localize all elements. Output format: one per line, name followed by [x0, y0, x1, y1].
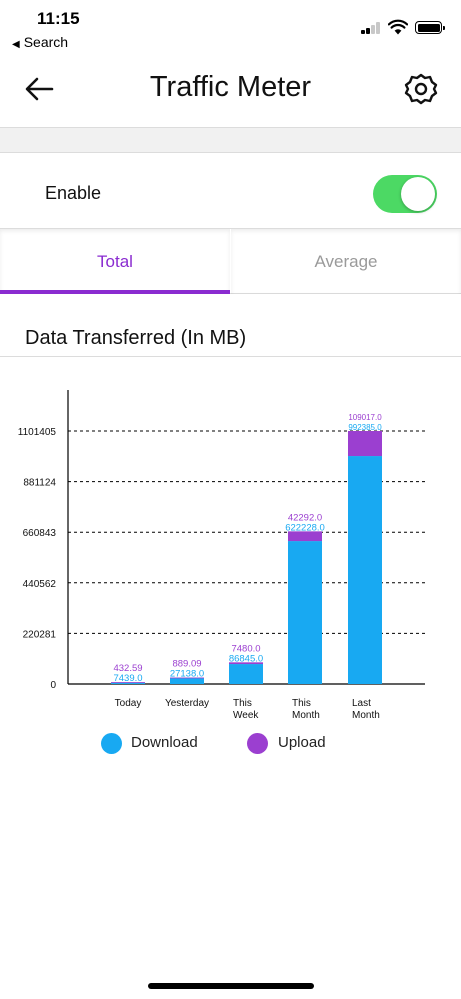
x-tick-label: Week [233, 710, 259, 721]
x-tick-label: Month [292, 710, 320, 721]
active-tab-indicator [0, 290, 230, 294]
legend-upload-label: Upload [278, 734, 326, 751]
x-tick-label: Last [352, 698, 371, 709]
bar-upload [288, 531, 322, 542]
back-triangle-icon: ◀ [12, 39, 20, 50]
bar-upload [229, 662, 263, 665]
bar-upload [348, 431, 382, 457]
y-tick-label: 1101405 [18, 427, 57, 438]
cellular-signal-icon [361, 22, 383, 34]
back-to-app-label: Search [23, 34, 69, 50]
y-tick-label: 440562 [23, 579, 57, 590]
data-label-download: 7439.0 [113, 673, 142, 684]
data-label-upload: 42292.0 [288, 512, 322, 523]
page-title: Traffic Meter [149, 71, 312, 103]
status-bar: 11:15 ◀ Search [0, 0, 461, 52]
section-title: Data Transferred (In MB) [25, 327, 247, 349]
enable-toggle[interactable] [373, 175, 437, 213]
toggle-knob [401, 177, 435, 211]
data-label-download: 86845.0 [229, 653, 263, 664]
tab-average[interactable]: Average [231, 229, 461, 294]
home-indicator [148, 983, 314, 989]
bar-download [111, 682, 145, 684]
legend-upload-swatch [247, 733, 268, 754]
data-label-download: 27138.0 [170, 669, 204, 680]
wifi-icon [388, 19, 408, 35]
section-divider-line [0, 356, 461, 357]
arrow-left-icon[interactable] [22, 72, 56, 106]
section-divider [0, 127, 461, 153]
y-tick-label: 660843 [23, 528, 57, 539]
legend-download-label: Download [131, 734, 198, 751]
y-tick-label: 0 [50, 680, 56, 691]
chart-legend: Download Upload [0, 730, 461, 760]
gear-icon[interactable] [404, 72, 438, 106]
legend-download-swatch [101, 733, 122, 754]
x-tick-label: This [292, 698, 311, 709]
bar-download [229, 664, 263, 684]
y-tick-label: 220281 [23, 629, 57, 640]
enable-row: Enable [0, 153, 461, 229]
x-tick-label: Yesterday [165, 698, 209, 709]
tab-total[interactable]: Total [0, 229, 230, 294]
battery-icon [415, 21, 445, 34]
data-transferred-chart: 02202814405626608438811241101405432.5974… [18, 390, 425, 721]
data-label-download: 622228.0 [285, 522, 325, 533]
data-label-upload: 109017.0 [348, 413, 382, 422]
bar-download [288, 541, 322, 684]
status-time: 11:15 [37, 9, 80, 28]
x-tick-label: Month [352, 710, 380, 721]
x-tick-label: Today [115, 698, 142, 709]
data-label-upload: 432.59 [113, 663, 142, 674]
bar-upload [111, 682, 145, 683]
bar-download [170, 677, 204, 684]
back-to-app-link[interactable]: ◀ Search [12, 34, 68, 50]
bar-upload [170, 677, 204, 679]
x-tick-label: This [233, 698, 252, 709]
bar-download [348, 456, 382, 684]
y-tick-label: 881124 [23, 478, 56, 489]
data-label-upload: 889.09 [172, 659, 201, 670]
data-label-download: 992385.0 [348, 423, 382, 432]
enable-label: Enable [45, 183, 102, 203]
tab-bar: Total Average [0, 229, 461, 294]
app-header: Traffic Meter [0, 52, 461, 127]
data-label-upload: 7480.0 [231, 643, 260, 654]
